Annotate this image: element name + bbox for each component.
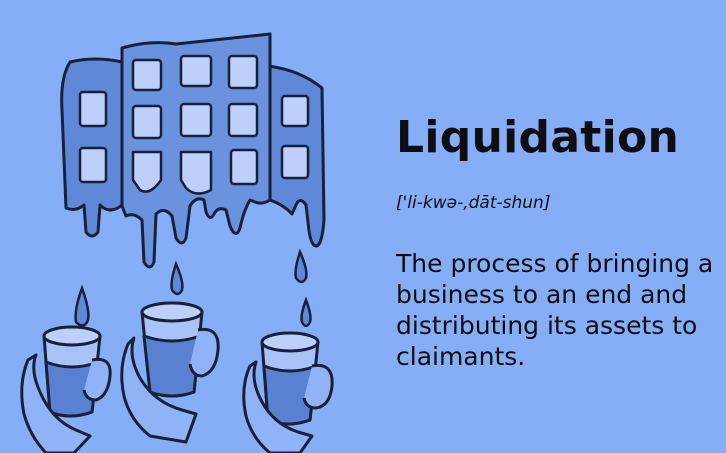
term-title: Liquidation (396, 112, 680, 163)
melting-building-illustration (20, 32, 334, 453)
hand-left (20, 353, 112, 453)
definition-text: The process of bringing a business to an… (396, 249, 714, 371)
falling-drops (74, 248, 312, 328)
hand-middle (120, 327, 220, 444)
building-center-tower (120, 32, 272, 269)
cup-middle (140, 301, 204, 398)
hand-right (242, 360, 334, 453)
cup-right (260, 331, 320, 426)
pronunciation: ['li-kwə-,dāt-shun] (396, 193, 551, 213)
building-windows (78, 54, 310, 195)
